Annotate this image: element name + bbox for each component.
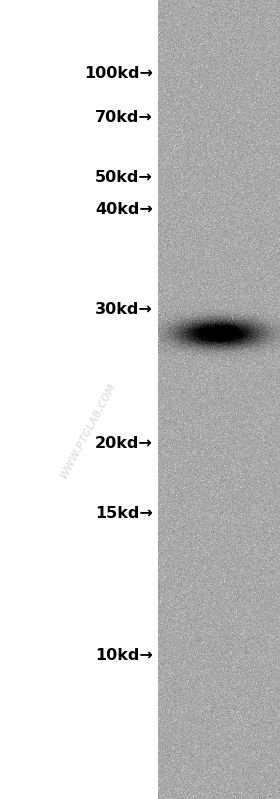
Text: 20kd→: 20kd→ bbox=[95, 435, 153, 451]
Text: 50kd→: 50kd→ bbox=[95, 169, 153, 185]
Text: 40kd→: 40kd→ bbox=[95, 201, 153, 217]
Text: 30kd→: 30kd→ bbox=[95, 303, 153, 317]
Text: 10kd→: 10kd→ bbox=[95, 647, 153, 662]
Text: 100kd→: 100kd→ bbox=[84, 66, 153, 81]
Text: WWW.PTGLAB.COM: WWW.PTGLAB.COM bbox=[59, 380, 118, 479]
Text: 70kd→: 70kd→ bbox=[95, 110, 153, 125]
Text: 15kd→: 15kd→ bbox=[95, 506, 153, 520]
